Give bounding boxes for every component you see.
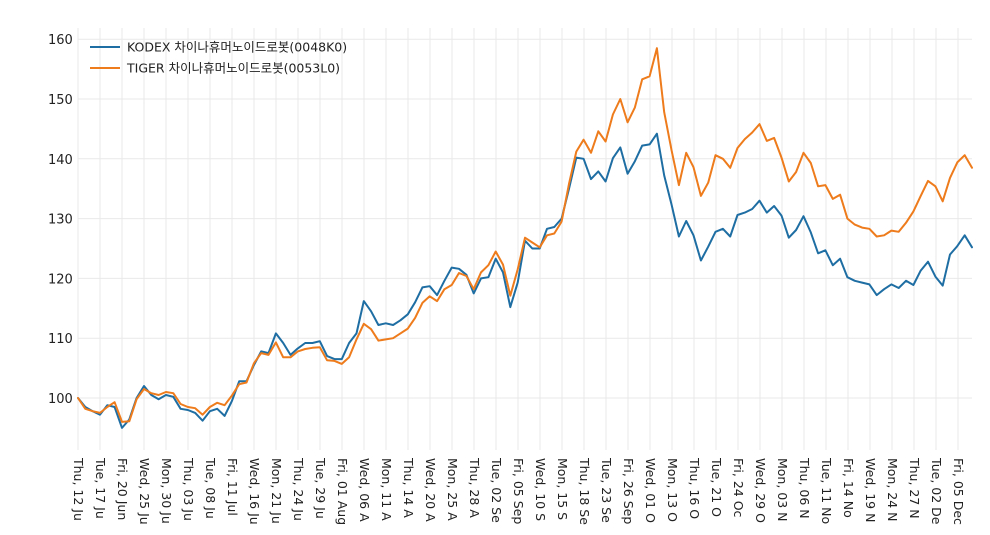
x-tick-label-21: Wed, 10 S xyxy=(533,458,548,521)
x-tick-label-3: Wed, 25 Ju xyxy=(137,458,152,525)
legend-label-tiger: TIGER 차이나휴머노이드로봇(0053L0) xyxy=(126,61,340,76)
x-tick-label-23: Thu, 18 Se xyxy=(577,457,592,525)
x-tick-label-13: Wed, 06 A xyxy=(357,458,372,522)
y-tick-label-120: 120 xyxy=(48,272,73,287)
series-line-tiger xyxy=(77,47,973,423)
x-tick-label-1: Tue, 17 Ju xyxy=(93,457,108,519)
x-tick-label-5: Thu, 03 Ju xyxy=(181,457,196,521)
x-tick-label-29: Tue, 21 O xyxy=(709,457,724,517)
x-tick-label-9: Mon, 21 Ju xyxy=(269,458,284,524)
series-line-kodex xyxy=(77,132,973,429)
x-tick-label-0: Thu, 12 Ju xyxy=(71,457,86,521)
x-tick-label-2: Fri, 20 Jun xyxy=(115,458,130,520)
x-tick-label-37: Mon, 24 N xyxy=(885,458,900,522)
x-tick-label-17: Mon, 25 A xyxy=(445,458,460,521)
y-tick-label-150: 150 xyxy=(48,93,73,108)
series-lines xyxy=(77,47,973,429)
legend-label-kodex: KODEX 차이나휴머노이드로봇(0048K0) xyxy=(127,40,347,55)
x-tick-label-12: Fri, 01 Aug xyxy=(335,458,350,525)
x-tick-label-6: Tue, 08 Ju xyxy=(203,457,218,519)
x-tick-label-7: Fri, 11 Jul xyxy=(225,458,240,516)
x-tick-label-38: Thu, 27 N xyxy=(907,457,922,519)
x-tick-label-19: Tue, 02 Se xyxy=(489,457,504,523)
x-tick-label-16: Wed, 20 A xyxy=(423,458,438,522)
y-tick-label-110: 110 xyxy=(48,332,73,347)
x-tick-label-20: Fri, 05 Sep xyxy=(511,458,526,524)
x-tick-label-26: Wed, 01 O xyxy=(643,458,658,523)
x-tick-label-32: Mon, 03 N xyxy=(775,458,790,522)
x-tick-label-28: Thu, 16 O xyxy=(687,457,702,519)
x-tick-label-33: Thu, 06 N xyxy=(797,457,812,519)
x-tick-label-31: Wed, 29 O xyxy=(753,458,768,523)
x-tick-label-25: Fri, 26 Sep xyxy=(621,458,636,524)
grid xyxy=(77,28,972,450)
legend[interactable]: KODEX 차이나휴머노이드로봇(0048K0) TIGER 차이나휴머노이드로… xyxy=(90,40,347,76)
x-tick-label-10: Thu, 24 Ju xyxy=(291,457,306,521)
y-tick-label-100: 100 xyxy=(48,392,73,407)
x-axis-ticks: Thu, 12 Ju Tue, 17 Ju Fri, 20 Jun Wed, 25 J… xyxy=(71,457,966,525)
x-tick-label-27: Mon, 13 O xyxy=(665,458,680,522)
x-tick-label-34: Tue, 11 No xyxy=(819,457,834,524)
x-tick-label-11: Tue, 29 Ju xyxy=(313,457,328,519)
x-tick-label-35: Fri, 14 No xyxy=(841,458,856,518)
x-tick-label-18: Thu, 28 A xyxy=(467,457,482,518)
x-tick-label-8: Wed, 16 Ju xyxy=(247,458,262,525)
x-tick-label-40: Fri, 05 Dec xyxy=(951,458,966,525)
y-tick-label-140: 140 xyxy=(48,153,73,168)
y-axis-ticks: 100 110 120 130 140 150 160 xyxy=(48,33,73,407)
x-tick-label-30: Fri, 24 Oc xyxy=(731,458,746,518)
y-tick-label-160: 160 xyxy=(48,33,73,48)
legend-item-tiger[interactable]: TIGER 차이나휴머노이드로봇(0053L0) xyxy=(90,61,340,76)
legend-item-kodex[interactable]: KODEX 차이나휴머노이드로봇(0048K0) xyxy=(90,40,347,55)
x-tick-label-24: Tue, 23 Se xyxy=(599,457,614,523)
x-tick-label-14: Mon, 11 A xyxy=(379,458,394,521)
y-tick-label-130: 130 xyxy=(48,213,73,228)
x-tick-label-39: Tue, 02 De xyxy=(929,457,944,525)
x-tick-label-36: Wed, 19 N xyxy=(863,458,878,522)
x-tick-label-15: Thu, 14 A xyxy=(401,457,416,518)
x-tick-label-22: Mon, 15 S xyxy=(555,458,570,520)
x-tick-label-4: Mon, 30 Ju xyxy=(159,458,174,524)
